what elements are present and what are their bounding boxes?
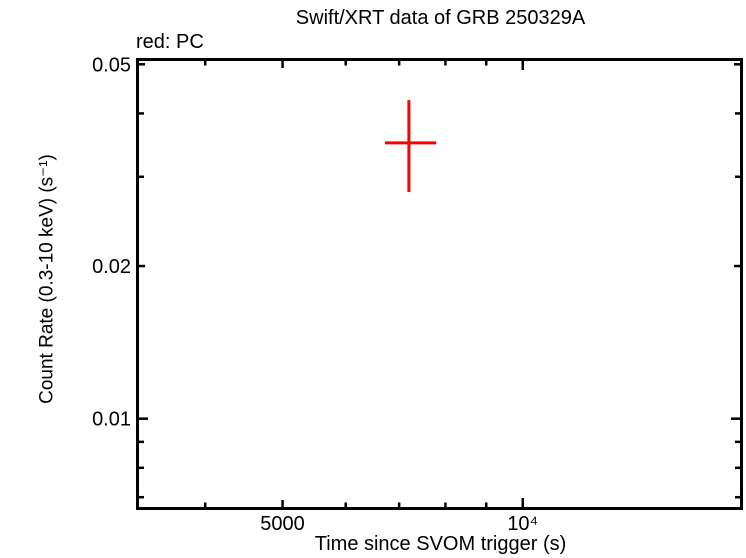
x-axis-label: Time since SVOM trigger (s) — [314, 533, 567, 555]
chart-title: Swift/XRT data of GRB 250329A — [295, 7, 586, 29]
y-tick-label: 0.01 — [92, 409, 131, 431]
legend-mode-label: red: PC — [136, 31, 204, 53]
x-tick-label: 10⁴ — [507, 513, 538, 535]
y-tick-label: 0.05 — [92, 54, 131, 76]
y-tick-label: 0.02 — [92, 256, 131, 278]
x-tick-label: 5000 — [260, 513, 305, 535]
plot-frame — [136, 58, 743, 510]
